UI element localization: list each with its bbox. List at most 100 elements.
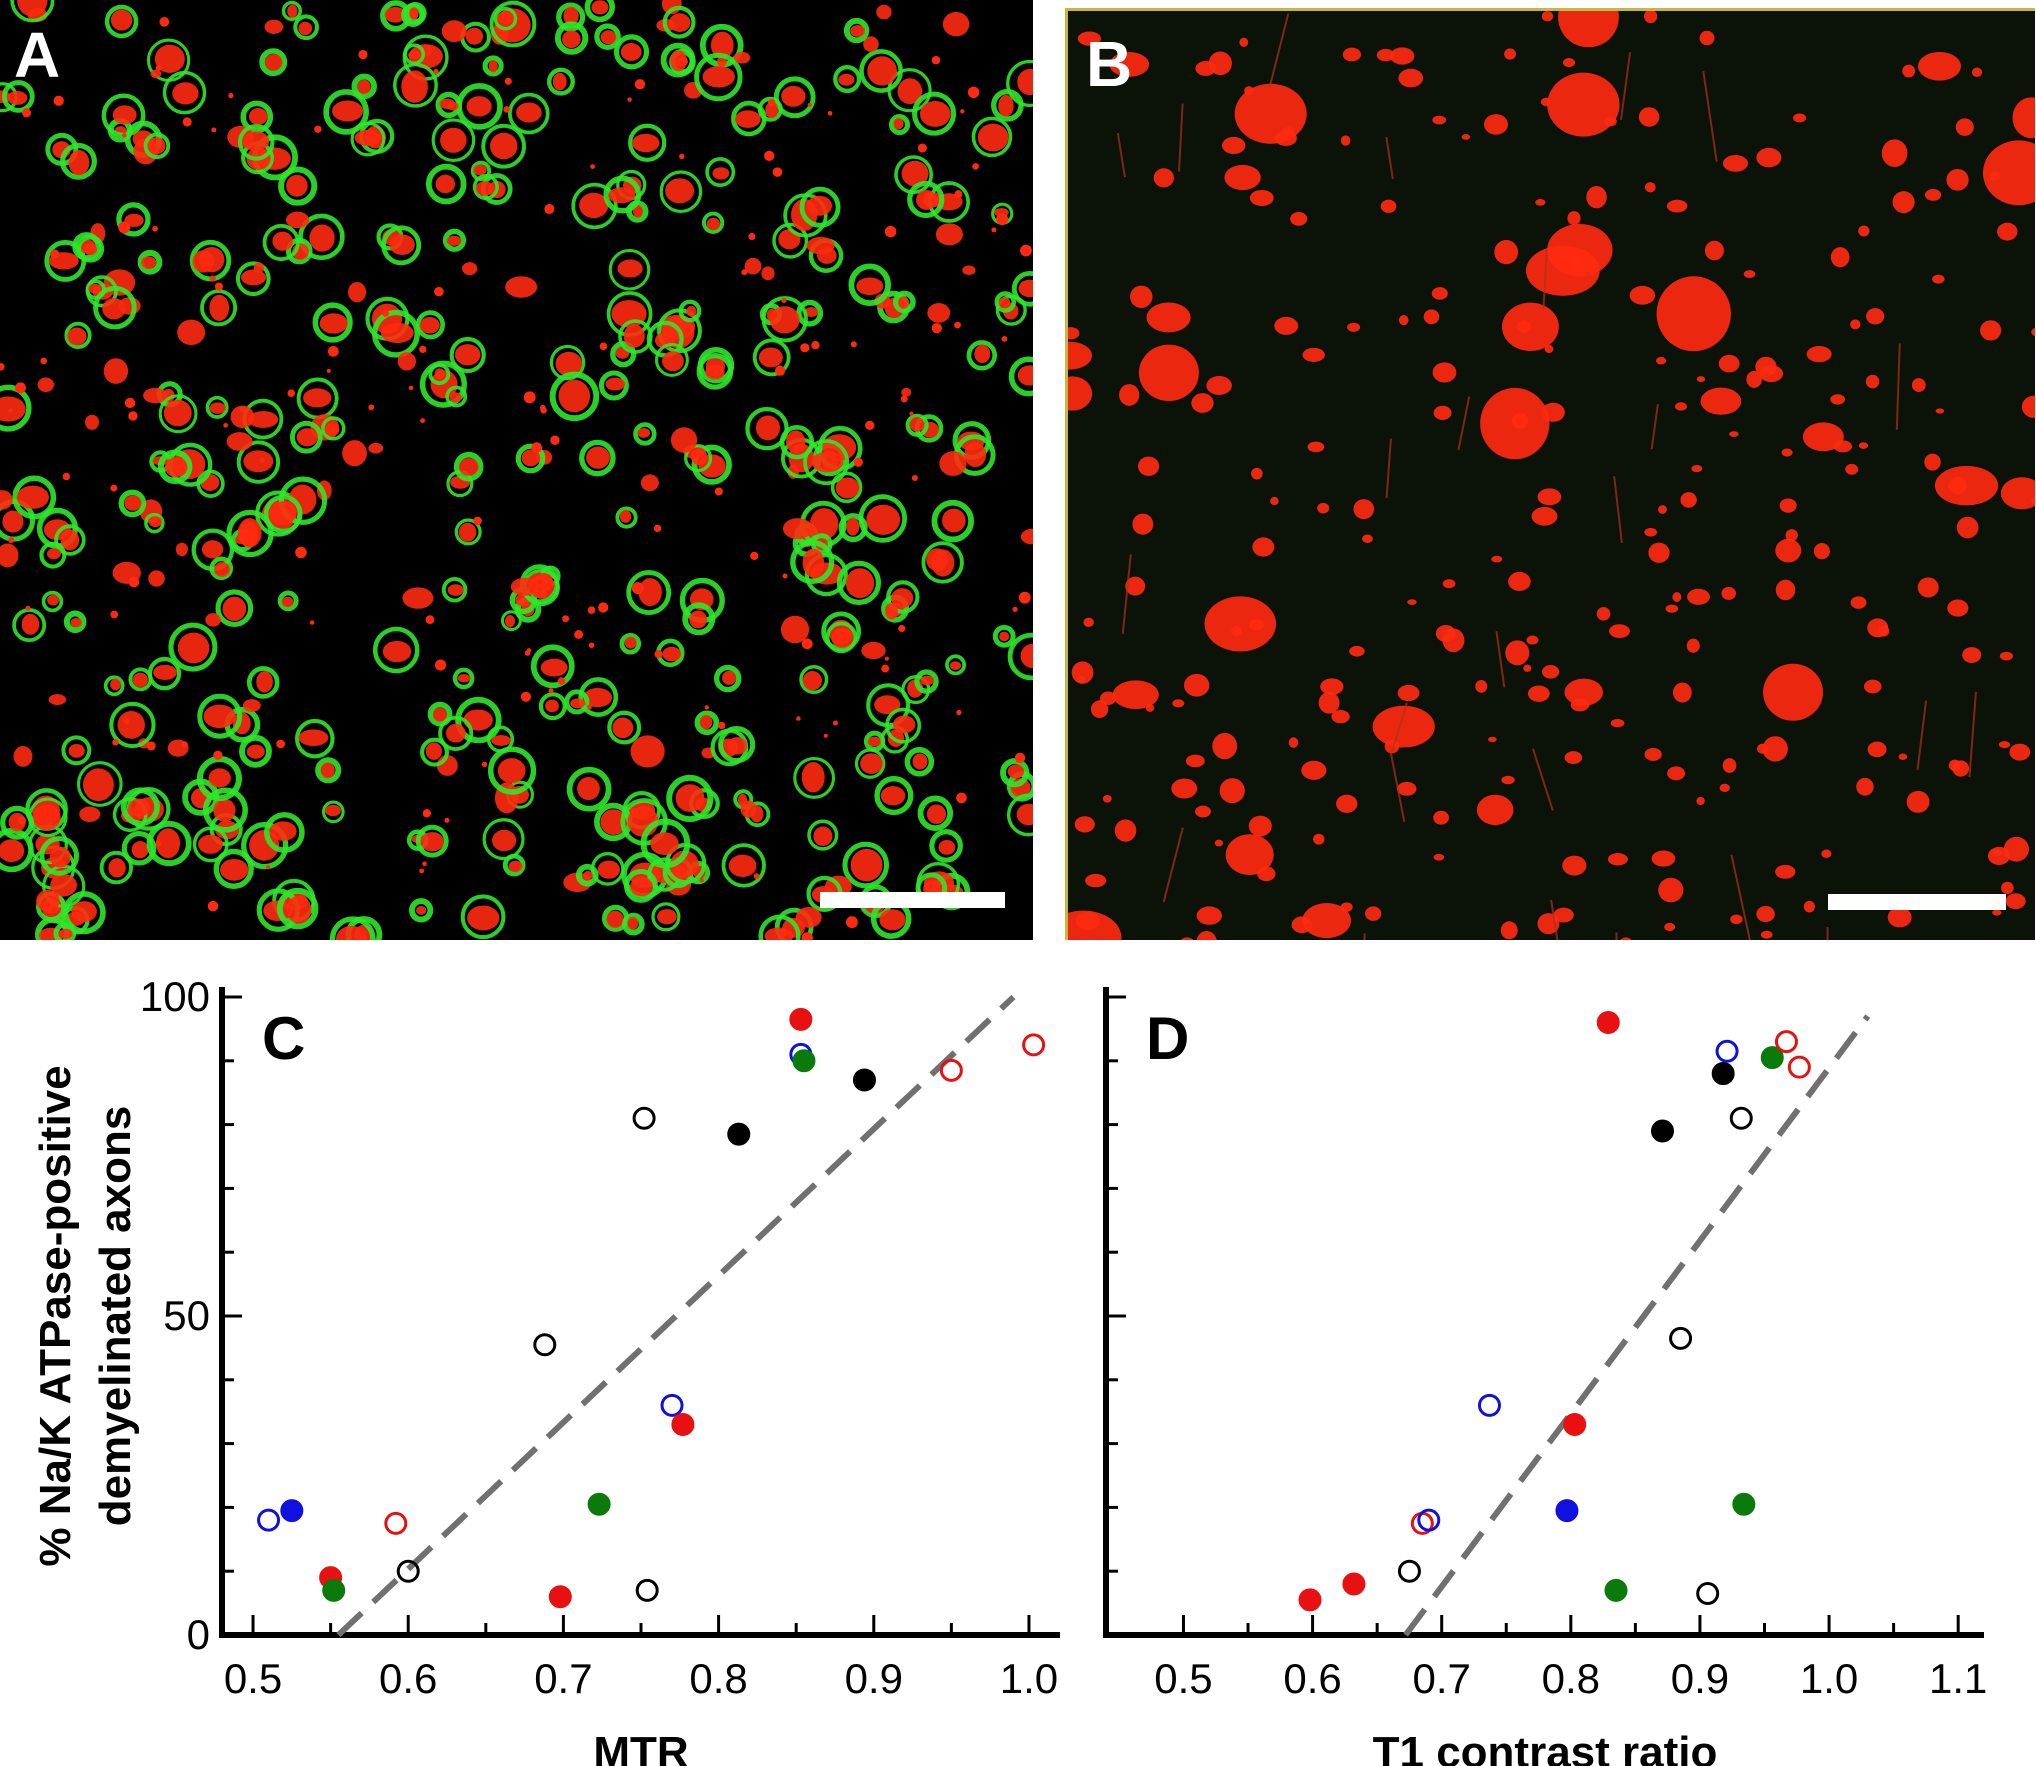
- myelin-ring: [833, 65, 862, 94]
- demyelinated-axon: [1609, 624, 1630, 638]
- demyelinated-axon: [1109, 52, 1150, 77]
- axon-fragment: [128, 576, 140, 588]
- data-point-filled: [727, 1122, 751, 1146]
- demyelinated-axon: [1756, 147, 1782, 168]
- myelin-ring: [438, 715, 474, 751]
- myelin-ring: [236, 440, 281, 484]
- myelinated-axon: [372, 309, 420, 358]
- axon-fragment: [900, 395, 908, 403]
- demyelinated-axon: [1196, 906, 1222, 925]
- axon-core: [49, 846, 71, 868]
- demyelinated-axon: [1076, 675, 1086, 683]
- myelinated-axon: [942, 11, 970, 37]
- axon-core: [492, 829, 517, 852]
- axon-core: [740, 800, 757, 818]
- myelin-ring: [696, 353, 734, 390]
- axon-core: [214, 562, 231, 577]
- y-axis-label: % Na/K ATPase-positive demyelinated axons: [31, 1065, 140, 1566]
- axon-core: [1016, 803, 1033, 826]
- axon-fragment: [214, 282, 224, 291]
- data-point-open: [1787, 1055, 1811, 1079]
- axon-core: [281, 596, 294, 608]
- myelin-ring: [885, 707, 922, 744]
- axon-core: [540, 658, 568, 677]
- demyelinated-axon: [1644, 747, 1662, 761]
- data-point-filled: [280, 1499, 304, 1523]
- myelin-ring: [482, 55, 504, 77]
- myelin-ring: [441, 576, 468, 603]
- axon-core: [357, 79, 371, 95]
- axon-fragment: [121, 132, 127, 138]
- demyelinated-axon: [1125, 576, 1146, 596]
- demyelinated-axon: [1252, 537, 1275, 557]
- myelinated-axon: [901, 387, 912, 397]
- axon-core: [962, 265, 976, 275]
- myelinated-axon: [666, 774, 714, 823]
- demyelinated-axon: [1527, 685, 1550, 702]
- demyelinated-axon: [1206, 376, 1232, 395]
- myelin-ring: [146, 820, 192, 867]
- myelinated-axon: [285, 211, 310, 229]
- myelinated-axon: [622, 912, 645, 936]
- axon-core: [458, 522, 477, 542]
- myelin-ring: [10, 0, 55, 23]
- axon-fragment: [599, 342, 608, 351]
- myelin-ring: [931, 499, 974, 543]
- demyelinated-axon: [1442, 579, 1456, 589]
- demyelinated-axon: [1112, 680, 1159, 710]
- axon-core: [733, 51, 751, 64]
- axon-core: [705, 364, 725, 380]
- myelinated-axon: [662, 5, 696, 39]
- demyelinated-axon: [1719, 783, 1730, 793]
- myelinated-axon: [200, 289, 238, 327]
- demyelinated-axon: [1730, 914, 1743, 925]
- demyelinated-axon: [1665, 604, 1679, 613]
- myelinated-axon: [441, 20, 467, 43]
- axon-core: [998, 297, 1011, 309]
- data-point-open: [1477, 1393, 1501, 1417]
- myelin-ring: [994, 291, 1017, 313]
- myelinated-axon: [104, 4, 139, 39]
- myelinated-axon: [838, 513, 868, 543]
- myelin-ring: [62, 891, 106, 935]
- demyelinated-axon: [1075, 912, 1100, 931]
- myelinated-axon: [226, 509, 274, 558]
- myelin-ring: [966, 340, 998, 371]
- demyelinated-axon: [1687, 588, 1710, 605]
- axon-strand: [1389, 750, 1406, 822]
- demyelinated-axon: [1971, 67, 1983, 78]
- axon-core: [716, 56, 727, 67]
- myelinated-axon: [486, 725, 515, 753]
- myelin-ring: [428, 363, 451, 386]
- demyelinated-axon: [1760, 930, 1773, 939]
- x-tick-label: 0.8: [689, 1655, 747, 1702]
- axon-core: [909, 416, 925, 432]
- axon-fragment: [419, 345, 427, 354]
- myelinated-axon: [481, 123, 527, 169]
- myelinated-axon: [447, 101, 459, 111]
- demyelinated-axon: [1214, 839, 1224, 847]
- axon-fragment: [444, 817, 450, 823]
- axon-fragment: [1012, 606, 1018, 612]
- myelinated-axon: [807, 819, 839, 851]
- axon-strand: [1385, 438, 1392, 499]
- axon-strand: [1916, 700, 1928, 770]
- axon-core: [811, 451, 844, 473]
- myelinated-axon: [992, 624, 1016, 648]
- demyelinated-axon: [1270, 496, 1279, 506]
- myelinated-axon: [779, 425, 815, 460]
- myelinated-axon: [445, 385, 468, 408]
- myelinated-axon: [628, 123, 667, 162]
- axon-fragment: [420, 418, 426, 424]
- demyelinated-axon: [1301, 760, 1327, 780]
- y-tick-label: 50: [163, 1292, 210, 1339]
- demyelinated-axon: [1535, 199, 1546, 206]
- axon-core: [619, 509, 632, 523]
- myelin-ring: [640, 818, 691, 869]
- myelinated-axon: [239, 734, 272, 768]
- axon-core: [949, 661, 962, 671]
- myelin-ring: [53, 922, 77, 940]
- myelinated-axon: [718, 726, 756, 764]
- demyelinated-axon: [1881, 139, 1908, 168]
- axon-core: [1018, 279, 1033, 298]
